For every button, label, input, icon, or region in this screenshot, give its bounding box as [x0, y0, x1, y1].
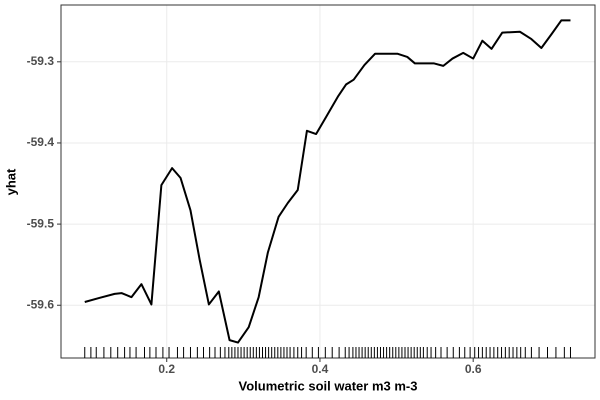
y-tick-label: -59.4	[27, 135, 55, 149]
y-tick-label: -59.3	[27, 54, 55, 68]
x-tick-label: 0.4	[312, 362, 329, 376]
x-tick-label: 0.6	[465, 362, 482, 376]
y-tick-label: -59.5	[27, 216, 55, 230]
plot-border	[60, 4, 596, 359]
y-axis-title: yhat	[3, 168, 18, 195]
line	[84, 19, 571, 344]
y-tick-label: -59.6	[27, 297, 55, 311]
x-tick-label: 0.2	[158, 362, 175, 376]
x-axis-title: Volumetric soil water m3 m-3	[239, 378, 418, 393]
